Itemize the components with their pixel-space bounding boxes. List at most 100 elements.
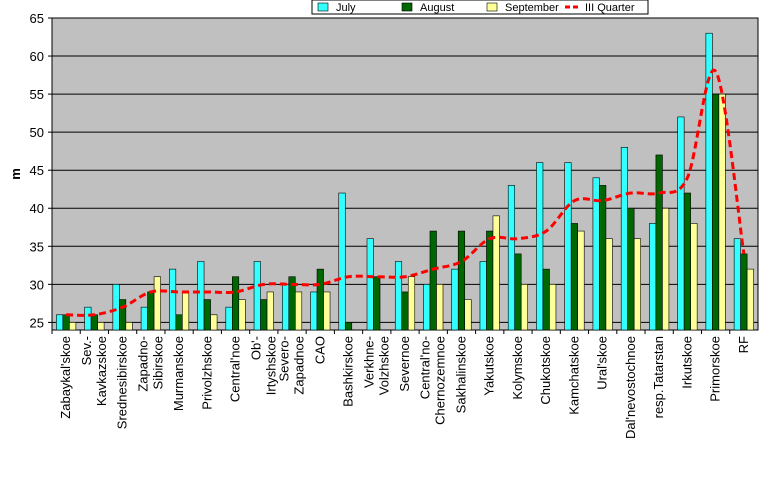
- x-tick-label: Kamchatskoe: [566, 336, 581, 415]
- bar-august: [429, 230, 437, 331]
- bar-august: [542, 268, 550, 331]
- y-axis-label: m: [8, 168, 23, 180]
- bar-september: [633, 238, 641, 331]
- bar-august: [514, 253, 522, 331]
- bar-july: [423, 284, 431, 331]
- y-tick-label: 65: [30, 11, 44, 26]
- legend-swatch: [317, 2, 329, 12]
- x-tick-label: Verkhne-: [361, 336, 376, 388]
- bar-september: [690, 223, 698, 331]
- legend-swatch: [486, 2, 498, 12]
- bar-august: [740, 253, 748, 331]
- bar-series: [56, 32, 754, 331]
- x-tick-label: Severnoe: [397, 336, 412, 392]
- bar-september: [492, 215, 500, 331]
- bar-august: [457, 230, 466, 331]
- x-tick-label: Ural'skoe: [595, 336, 610, 390]
- bar-july: [197, 261, 205, 331]
- x-tick-label: Zapadnoe: [292, 336, 307, 395]
- x-tick-label: Chernozemnoe: [433, 336, 448, 425]
- x-tick-label: Central'noe: [228, 336, 243, 402]
- legend-box: [311, 0, 649, 15]
- x-tick-label: Privolzhskoe: [199, 336, 214, 410]
- x-tick-label: resp.Tatarstan: [651, 336, 666, 418]
- y-tick-label: 55: [30, 87, 44, 102]
- bar-august: [147, 291, 155, 331]
- bar-september: [718, 93, 726, 331]
- x-tick-label: Sibirskoe: [150, 336, 165, 389]
- bar-july: [507, 185, 516, 331]
- y-tick-label: 35: [30, 239, 44, 254]
- x-tick-label: Yakutskoe: [482, 336, 497, 396]
- bar-september: [605, 238, 613, 331]
- bar-august: [62, 314, 70, 331]
- x-tick-label: Srednesibirskoe: [115, 336, 130, 429]
- bar-august: [655, 154, 663, 331]
- x-tick-label: Dal'nevostochnoe: [623, 336, 638, 439]
- x-tick-label: Sev.-: [79, 336, 94, 365]
- bar-september: [577, 230, 585, 331]
- legend-label: III Quarter: [585, 2, 635, 14]
- bar-july: [112, 284, 120, 331]
- x-tick-label: Central'no-: [418, 336, 433, 399]
- bar-july: [564, 162, 572, 331]
- x-tick-label: Irtyshskoe: [263, 336, 278, 395]
- x-tick-label: Zabaykal'skoe: [58, 336, 73, 419]
- bar-july: [281, 284, 290, 331]
- x-tick-label: Kavkazskoe: [94, 336, 109, 406]
- x-tick-label: Kolymskoe: [510, 336, 525, 400]
- legend-swatch: [401, 2, 413, 12]
- bar-august: [175, 314, 183, 331]
- bar-july: [649, 223, 657, 331]
- bar-august: [316, 268, 324, 331]
- bar-august: [683, 192, 691, 331]
- x-axis: Zabaykal'skoe Sev.- Kavkazskoe Srednesibirs…: [51, 330, 751, 439]
- bar-september: [210, 314, 218, 331]
- y-tick-label: 60: [30, 49, 44, 64]
- bar-september: [662, 207, 670, 331]
- x-tick-label: RF: [736, 336, 751, 353]
- bar-august: [486, 230, 494, 331]
- bar-july: [479, 261, 487, 331]
- legend-label: September: [505, 2, 559, 14]
- bar-september: [323, 291, 331, 331]
- x-tick-label: Severo-: [277, 336, 292, 382]
- x-tick-label: Chukotskoe: [538, 336, 553, 405]
- bar-july: [536, 162, 544, 331]
- bar-september: [549, 284, 557, 331]
- bar-august: [119, 299, 127, 331]
- x-tick-label: Ob'-: [248, 336, 263, 360]
- bar-july: [140, 306, 148, 331]
- x-tick-label: Primorskoe: [708, 336, 723, 402]
- bar-august: [401, 291, 409, 331]
- y-tick-label: 30: [30, 277, 44, 292]
- y-tick-label: 25: [30, 315, 44, 330]
- bar-august: [232, 276, 240, 331]
- y-tick-label: 45: [30, 163, 44, 178]
- bar-september: [464, 299, 472, 331]
- x-tick-label: CAO: [312, 336, 327, 364]
- bar-august: [90, 314, 98, 331]
- y-tick-label: 40: [30, 201, 44, 216]
- bar-august: [570, 223, 578, 331]
- bar-september: [294, 291, 303, 331]
- bar-september: [153, 276, 161, 331]
- bar-august: [712, 93, 720, 331]
- bar-september: [97, 322, 105, 331]
- bar-july: [169, 268, 177, 331]
- bar-july: [677, 116, 685, 331]
- bar-july: [338, 192, 346, 331]
- bar-september: [746, 268, 754, 331]
- legend: July August September III Quarter: [311, 0, 649, 15]
- bar-september: [266, 291, 274, 331]
- bar-july: [56, 314, 64, 331]
- bar-september: [69, 322, 77, 331]
- bar-august: [260, 299, 268, 331]
- bar-july: [733, 238, 741, 331]
- y-tick-label: 50: [30, 125, 44, 140]
- x-tick-label: Zapadno-: [135, 336, 150, 392]
- legend-label: July: [336, 2, 356, 14]
- bar-july: [620, 147, 628, 331]
- bar-september: [436, 284, 444, 331]
